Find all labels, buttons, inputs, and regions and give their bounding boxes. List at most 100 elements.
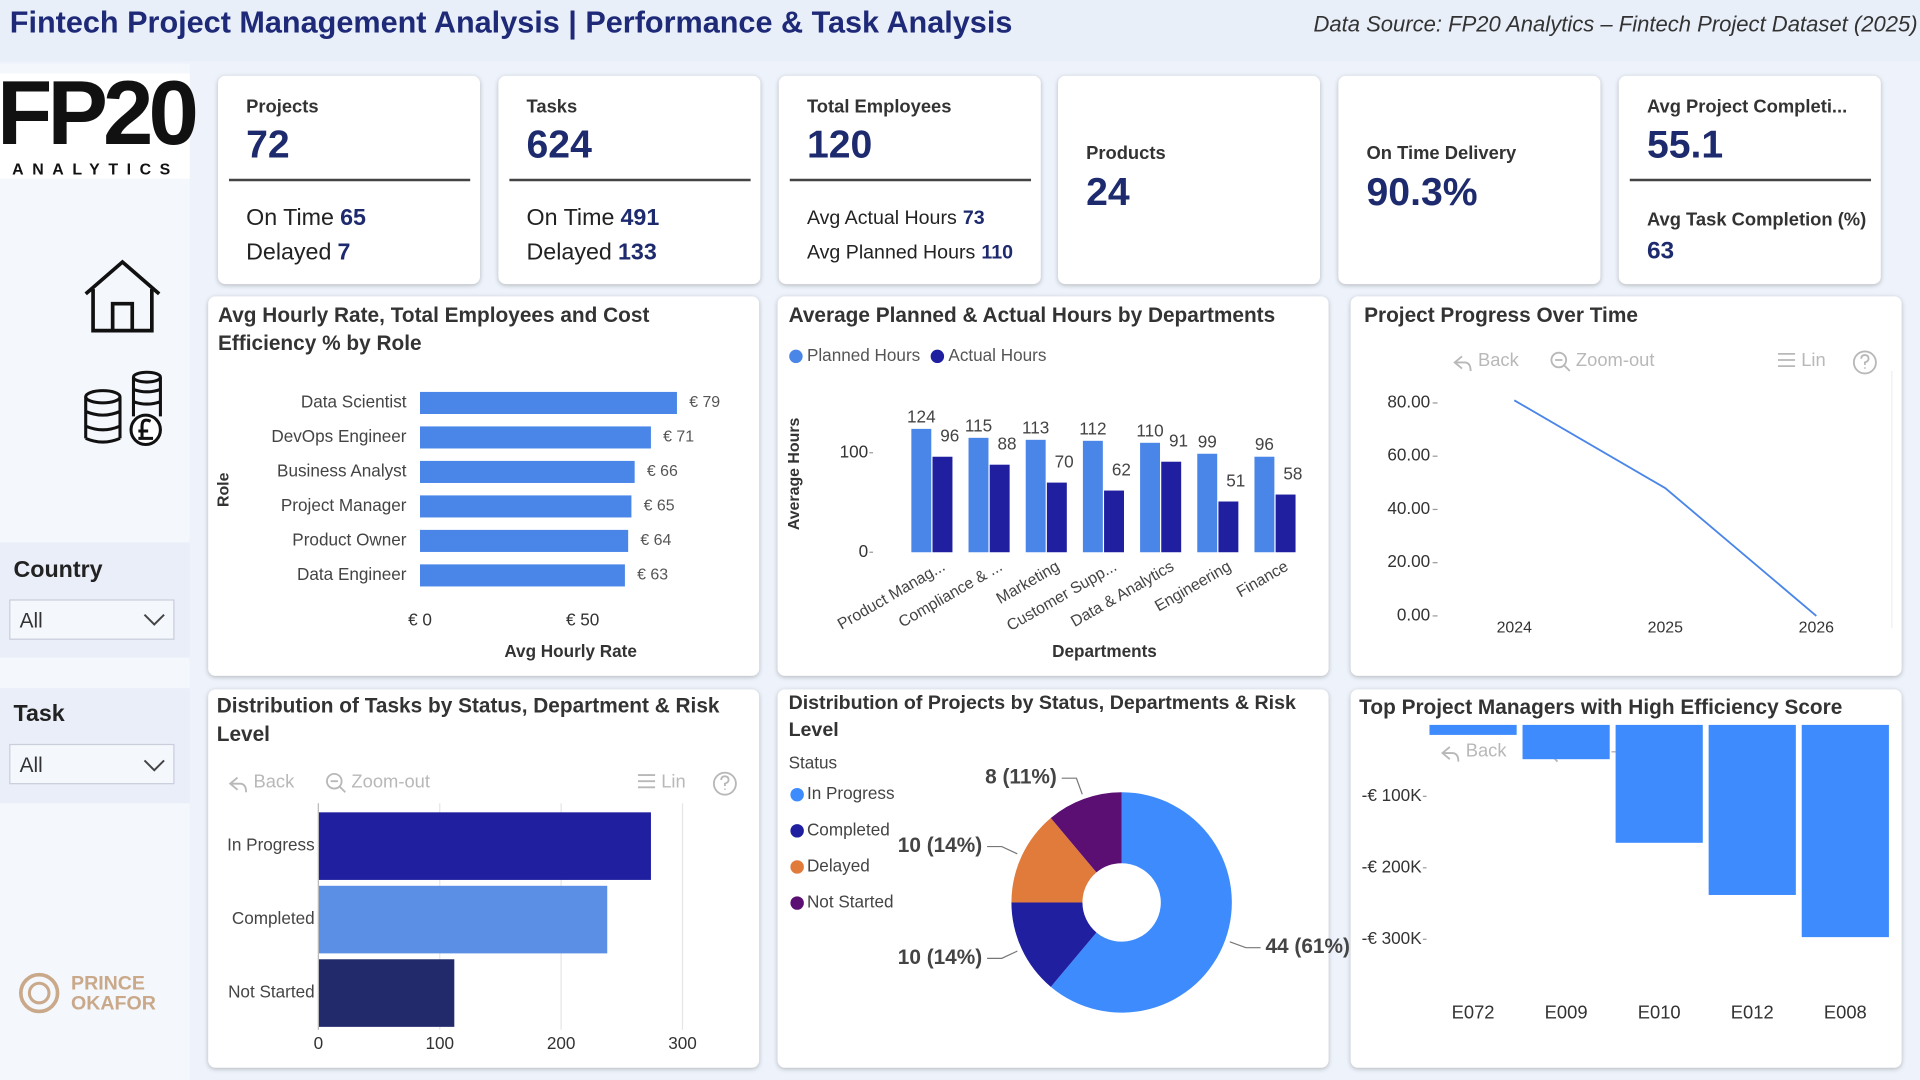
- scale-icon[interactable]: [637, 774, 656, 789]
- kpi-card: [1338, 75, 1601, 285]
- y-tick-label: -€ 300K: [1362, 928, 1423, 948]
- scale-button[interactable]: Lin: [1801, 349, 1826, 370]
- leader-line: [987, 845, 1018, 855]
- bar: [1275, 494, 1296, 553]
- y-tick-label: Not Started: [228, 982, 315, 1002]
- data-label: 112: [1079, 418, 1106, 438]
- help-icon[interactable]: [712, 771, 737, 796]
- kpi-detail-value: 7: [338, 239, 351, 265]
- data-label: 58: [1283, 463, 1302, 483]
- zoom-icon[interactable]: [330, 780, 346, 793]
- legend-label: Planned Hours: [807, 345, 920, 365]
- x-axis-label: Avg Hourly Rate: [504, 641, 637, 661]
- kpi-detail-value: 65: [340, 204, 366, 230]
- data-label: 10 (14%): [898, 946, 982, 969]
- back-icon[interactable]: [228, 776, 248, 793]
- kpi-detail-label: On Time: [246, 204, 334, 230]
- legend-swatch: [790, 860, 804, 874]
- bar: [1522, 724, 1610, 760]
- data-label: 113: [1022, 417, 1049, 437]
- data-label: 62: [1112, 460, 1131, 480]
- data-label: 88: [997, 434, 1016, 454]
- chevron[interactable]: [143, 759, 165, 772]
- finance-icon[interactable]: [84, 370, 162, 447]
- chart-title: Distribution of Tasks by Status, Departm…: [216, 694, 720, 746]
- data-label: 8 (11%): [985, 766, 1057, 789]
- kpi-label: Total Employees: [807, 96, 952, 117]
- x-tick-label: E012: [1731, 1002, 1774, 1023]
- kpi-detail: Avg Planned Hours 110: [807, 242, 1013, 264]
- kpi-value: 55.1: [1647, 123, 1723, 166]
- back-icon[interactable]: [1453, 355, 1472, 372]
- kpi-label: Products: [1086, 142, 1166, 163]
- zoom-out-button[interactable]: Zoom-out: [1576, 349, 1655, 370]
- legend-swatch: [790, 787, 804, 802]
- zoom-icon[interactable]: [326, 772, 343, 790]
- data-label: 44 (61%): [1265, 935, 1349, 958]
- back-button[interactable]: Back: [1466, 740, 1508, 761]
- filter-label: Country: [13, 556, 102, 582]
- y-tick-label: 0.00: [1397, 604, 1430, 624]
- y-tick-label: 20.00: [1387, 551, 1430, 571]
- bar: [318, 812, 651, 880]
- kpi-value: 24: [1086, 171, 1130, 214]
- data-label: € 64: [640, 532, 671, 549]
- kpi-detail-label: Delayed: [246, 239, 331, 265]
- zoom-out-button[interactable]: Zoom-out: [351, 770, 430, 791]
- bar: [1161, 461, 1182, 553]
- logo-text: FP20: [0, 63, 196, 164]
- leader-line: [987, 950, 1018, 959]
- y-tick-label: 60.00: [1387, 445, 1430, 465]
- legend-swatch: [790, 824, 804, 838]
- y-tick-label: -€ 100K: [1362, 785, 1423, 805]
- header-band: [0, 0, 1920, 62]
- kpi-detail-label: Delayed: [527, 239, 612, 265]
- y-tick-label: In Progress: [227, 835, 315, 855]
- data-label: 91: [1169, 431, 1188, 451]
- kpi-detail: Delayed 133: [527, 239, 657, 265]
- kpi-detail-value: 133: [618, 239, 657, 265]
- kpi-detail: On Time 491: [527, 204, 660, 230]
- scale-button[interactable]: Lin: [661, 770, 686, 791]
- filter-label: Task: [13, 700, 64, 726]
- bar: [1801, 724, 1889, 938]
- kpi-detail: On Time 65: [246, 204, 366, 230]
- donut-slice: [1050, 792, 1232, 1013]
- y-tick-label: Completed: [232, 908, 315, 928]
- y-tick-label: -€ 200K: [1362, 856, 1423, 876]
- chevron[interactable]: [143, 614, 165, 626]
- help-icon[interactable]: [1852, 350, 1877, 375]
- leader-line: [1229, 941, 1261, 949]
- bar: [1046, 482, 1067, 553]
- data-label: 51: [1226, 470, 1245, 490]
- back-button[interactable]: Back: [253, 770, 295, 791]
- data-label: 10 (14%): [898, 834, 982, 857]
- scale-icon[interactable]: [1777, 352, 1796, 368]
- back-button[interactable]: Back: [1478, 349, 1520, 370]
- kpi-label: Tasks: [527, 96, 578, 117]
- donut-slice: [1011, 902, 1097, 987]
- kpi-value: 120: [807, 123, 872, 166]
- help-icon[interactable]: [1860, 354, 1870, 369]
- zoom-icon[interactable]: [1550, 351, 1568, 369]
- dropdown[interactable]: [9, 599, 175, 640]
- dropdown[interactable]: [9, 743, 175, 785]
- kpi-detail-value: 110: [981, 242, 1013, 264]
- back-icon[interactable]: [1441, 746, 1460, 762]
- chart-title: Avg Hourly Rate, Total Employees and Cos…: [217, 303, 650, 356]
- data-label: 96: [1255, 434, 1274, 454]
- dropdown-value[interactable]: All: [20, 754, 43, 777]
- kpi-detail-label: On Time: [527, 204, 615, 230]
- y-tick-label: 80.00: [1387, 391, 1430, 411]
- author-name: PRINCE: [71, 973, 145, 995]
- kpi-detail: Avg Actual Hours 73: [807, 207, 985, 229]
- dropdown-value[interactable]: All: [20, 610, 43, 633]
- y-tick-label: Data Scientist: [301, 391, 407, 411]
- x-tick-label: € 0: [408, 609, 432, 629]
- bar: [318, 959, 455, 1027]
- zoom-icon[interactable]: [1555, 359, 1571, 372]
- home-icon[interactable]: [84, 259, 161, 333]
- bar: [1615, 724, 1703, 843]
- help-icon[interactable]: [720, 775, 730, 790]
